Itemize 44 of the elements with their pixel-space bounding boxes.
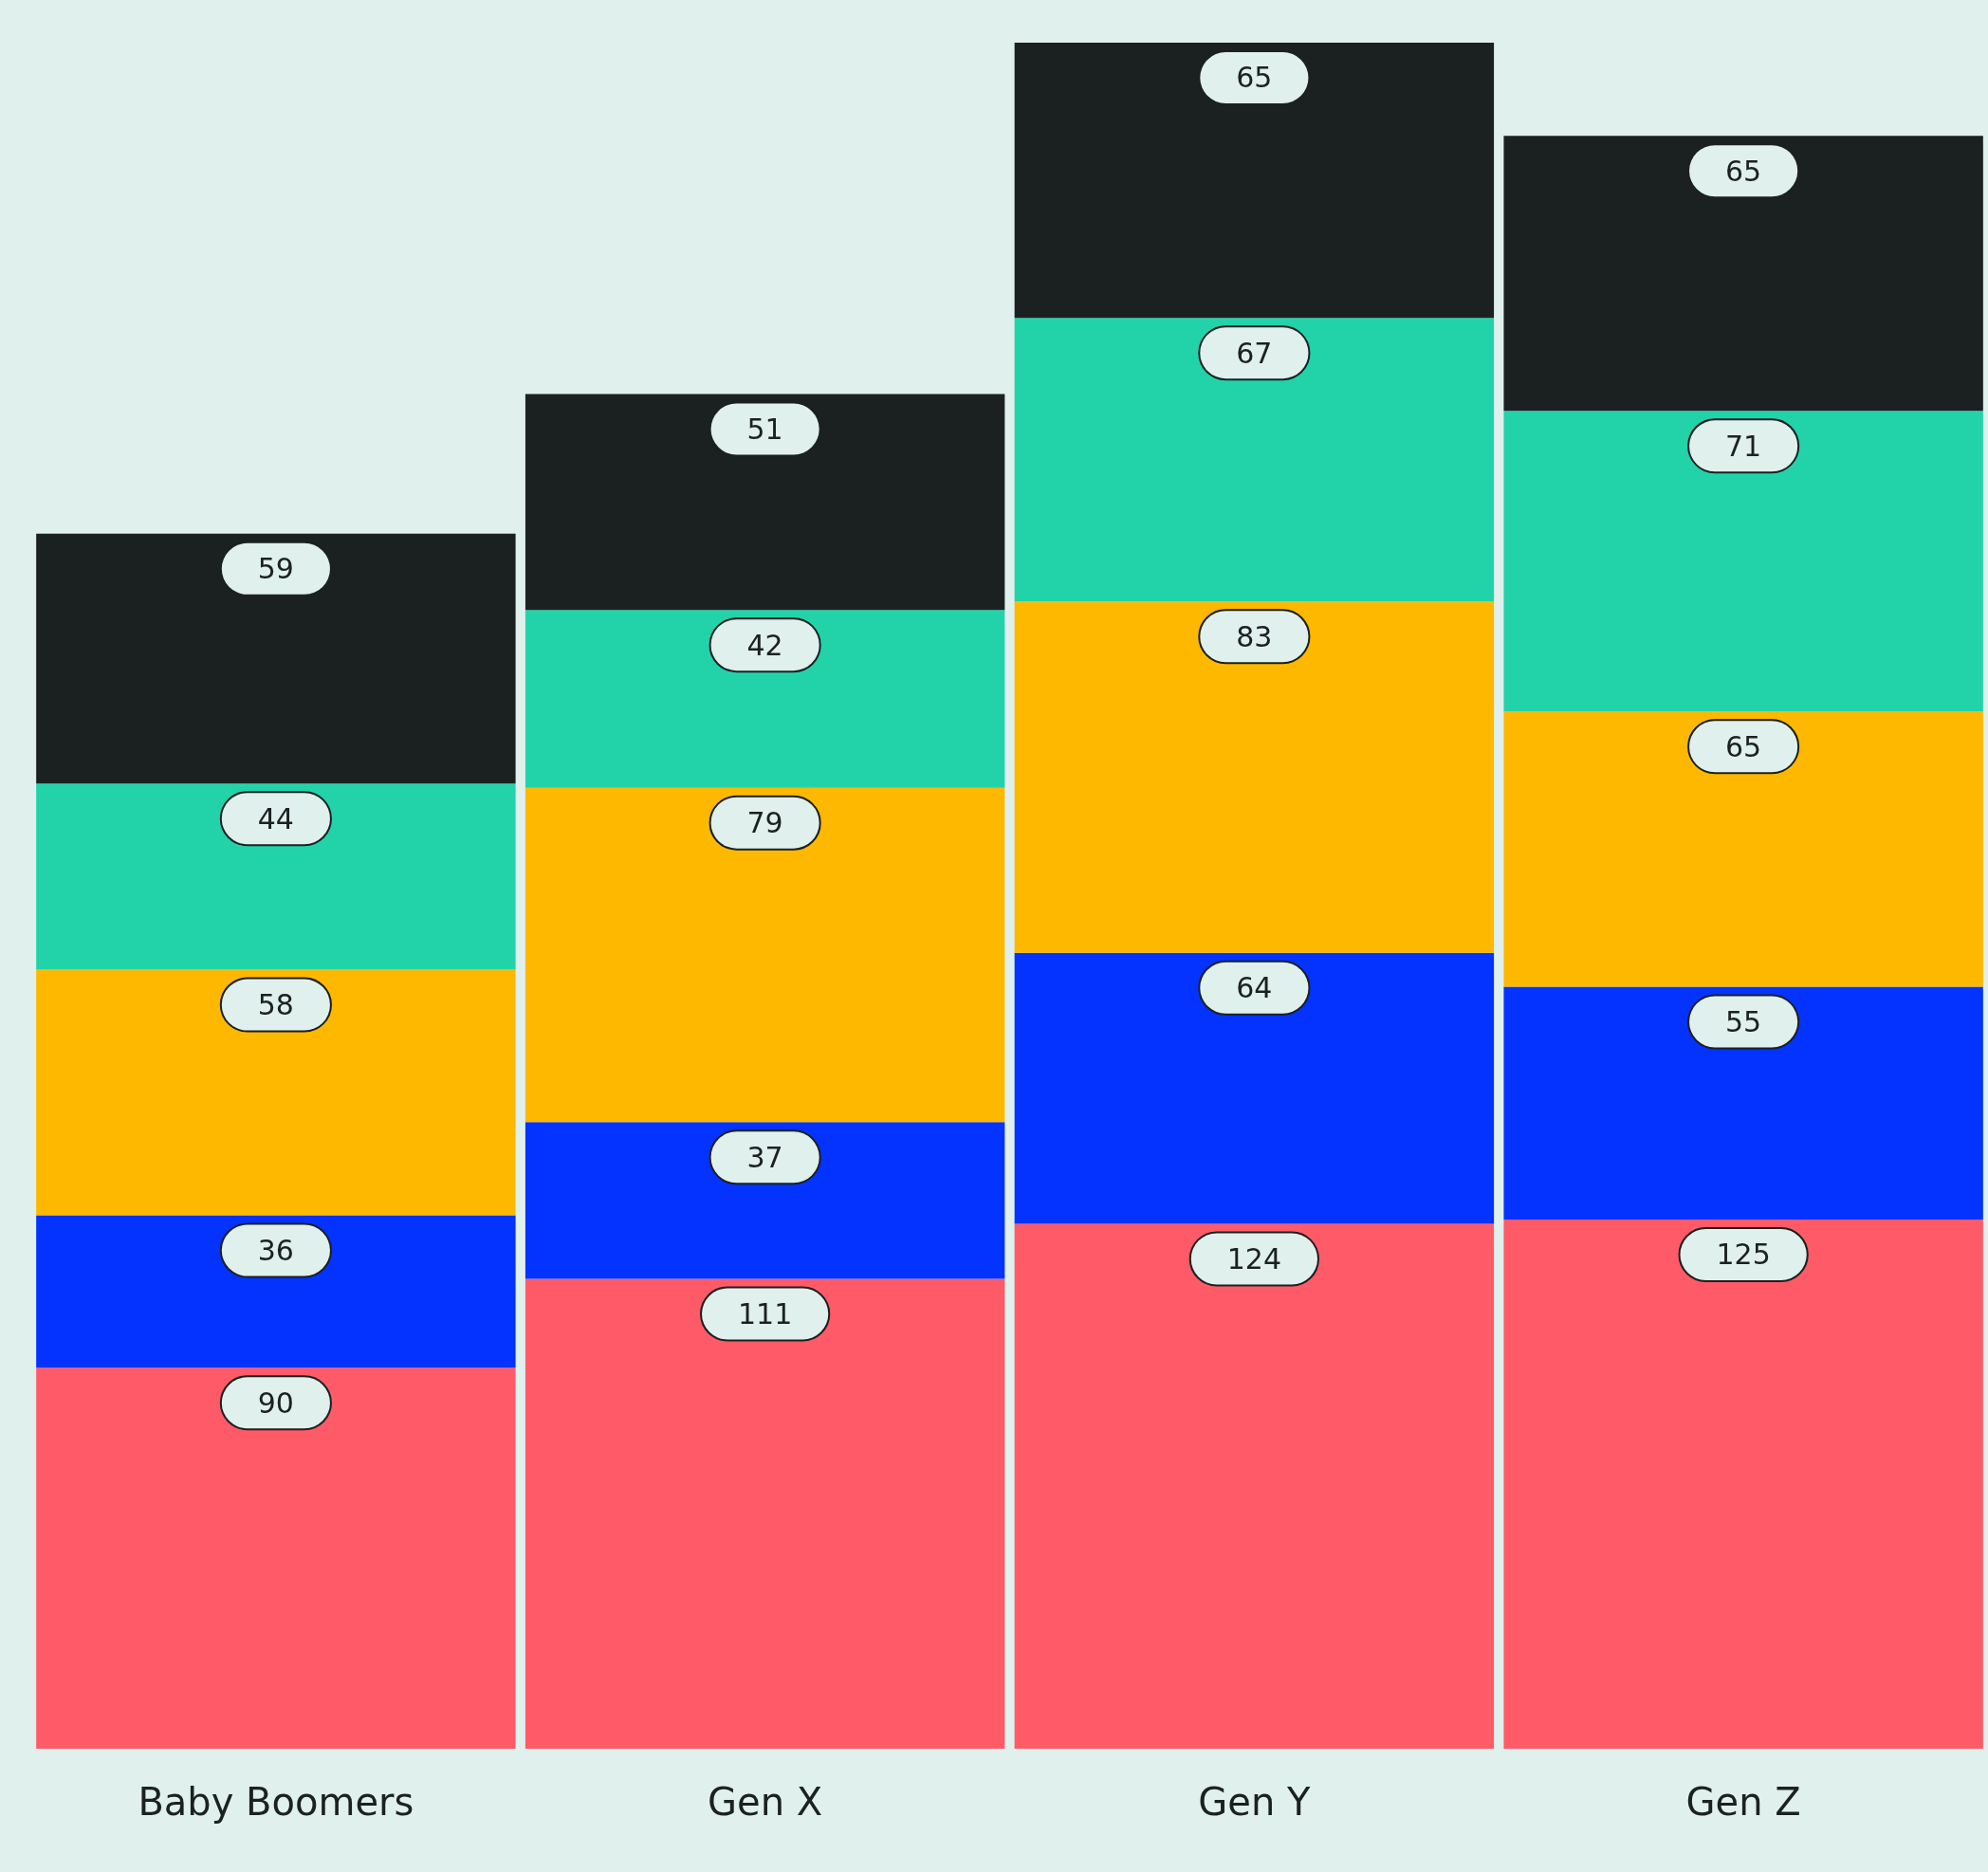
bar — [525, 394, 1005, 611]
data-label: 125 — [1716, 1238, 1771, 1272]
x-tick-label: Gen Z — [1685, 1780, 1801, 1824]
x-tick-label: Baby Boomers — [138, 1780, 414, 1824]
data-label: 42 — [746, 628, 783, 662]
bar — [1014, 318, 1495, 602]
bar — [1014, 601, 1495, 953]
bar — [525, 1278, 1005, 1749]
bar — [1014, 42, 1495, 319]
bar — [1503, 136, 1983, 412]
bar — [525, 1122, 1005, 1279]
data-label: 64 — [1236, 971, 1273, 1005]
bar — [36, 969, 516, 1216]
data-label: 79 — [746, 806, 783, 840]
bar — [1503, 986, 1983, 1220]
bar — [36, 533, 516, 784]
data-label: 90 — [257, 1386, 294, 1420]
bar — [525, 610, 1005, 788]
data-label: 36 — [257, 1234, 294, 1268]
bar — [1503, 711, 1983, 987]
bar — [525, 787, 1005, 1123]
data-label: 65 — [1725, 154, 1762, 188]
data-label: 58 — [257, 988, 294, 1022]
bar — [36, 1215, 516, 1368]
bar — [36, 1367, 516, 1749]
x-tick-label: Gen X — [708, 1780, 823, 1824]
data-label: 83 — [1236, 619, 1273, 653]
x-tick-label: Gen Y — [1198, 1780, 1311, 1824]
bar — [1014, 952, 1495, 1224]
data-label: 71 — [1725, 429, 1762, 463]
data-label: 111 — [737, 1296, 793, 1331]
bar — [1503, 411, 1983, 712]
bar — [1014, 1223, 1495, 1749]
data-label: 55 — [1725, 1004, 1762, 1038]
data-label: 124 — [1226, 1241, 1282, 1276]
data-label: 65 — [1725, 729, 1762, 763]
data-label: 37 — [746, 1140, 783, 1174]
data-label: 59 — [257, 552, 294, 586]
bar — [1503, 1219, 1983, 1749]
data-label: 44 — [257, 801, 294, 835]
data-label: 65 — [1236, 61, 1273, 95]
data-label: 67 — [1236, 336, 1273, 370]
bar — [36, 783, 516, 970]
data-label: 51 — [746, 412, 783, 446]
